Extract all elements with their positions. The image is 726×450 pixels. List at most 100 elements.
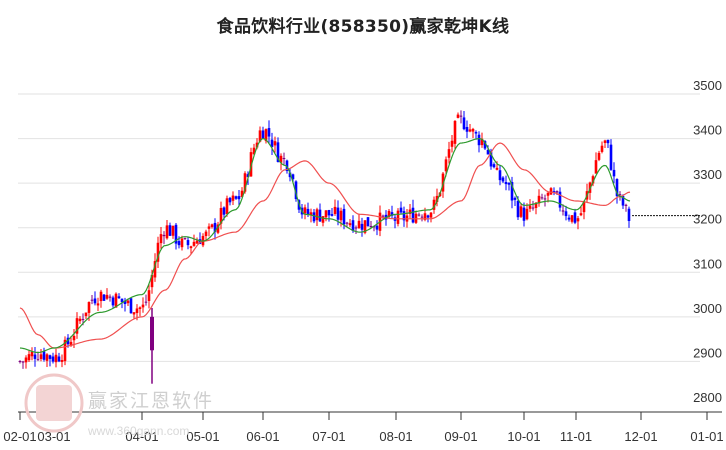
candle-body <box>537 195 541 204</box>
candle-body <box>84 312 88 317</box>
candle-body <box>540 197 544 199</box>
candle-body <box>528 205 532 209</box>
x-tick-label: 01-01 <box>690 429 723 444</box>
candle-body <box>204 231 208 237</box>
y-tick-label: 3200 <box>693 212 722 227</box>
candle-body <box>369 225 373 228</box>
x-tick-label: 09-01 <box>444 429 477 444</box>
candle-body <box>426 215 430 218</box>
candle-body <box>69 341 73 346</box>
y-tick-label: 2800 <box>693 390 722 405</box>
candle-body <box>498 170 502 181</box>
candle-body <box>489 151 493 167</box>
candle-body <box>561 210 565 212</box>
candle-body <box>156 242 160 262</box>
candle-body <box>447 149 451 158</box>
candle-body <box>183 238 187 240</box>
candle-body <box>78 318 82 322</box>
candle-body <box>108 296 112 298</box>
candle-body <box>123 300 127 305</box>
candle-body <box>345 222 349 224</box>
candle-body <box>81 318 85 320</box>
candle-body <box>531 207 535 209</box>
candle-body <box>480 138 484 146</box>
candle-body <box>627 208 631 222</box>
candle-body <box>129 298 133 314</box>
candle-body <box>339 210 343 221</box>
candle-body <box>417 214 421 216</box>
candle-body <box>36 359 40 361</box>
candle-body <box>567 217 571 220</box>
x-tick-label: 10-01 <box>507 429 540 444</box>
candle-body <box>471 128 475 132</box>
y-tick-label: 3100 <box>693 256 722 271</box>
candle-body <box>315 209 319 221</box>
candle-body <box>237 196 241 200</box>
candle-body <box>360 223 364 230</box>
candle-body <box>270 139 274 147</box>
candle-body <box>522 207 526 221</box>
chart-title: 食品饮料行业(858350)赢家乾坤K线 <box>216 17 510 37</box>
candle-body <box>318 209 322 222</box>
candle-body <box>525 208 529 220</box>
candle-body <box>240 190 244 197</box>
candle-body <box>519 206 523 217</box>
candle-body <box>492 164 496 168</box>
candle-body <box>42 351 46 360</box>
candle-body <box>105 294 109 299</box>
candle-body <box>549 188 553 195</box>
candle-body <box>324 210 328 218</box>
candle-body <box>96 303 100 306</box>
candle-body <box>333 206 337 214</box>
candle-body <box>558 191 562 208</box>
candle-body <box>411 207 415 223</box>
candle-body <box>162 234 166 237</box>
candle-body <box>258 130 262 142</box>
candle-body <box>606 139 610 144</box>
candle-body <box>159 234 163 244</box>
candle-body <box>597 152 601 160</box>
candle-body <box>51 356 55 362</box>
candle-body <box>72 335 76 341</box>
y-tick-label: 2900 <box>693 345 722 360</box>
candle-body <box>210 224 214 227</box>
candle-body <box>579 213 583 216</box>
candle-body <box>381 215 385 217</box>
candle-body <box>171 225 175 236</box>
candle-body <box>510 182 514 201</box>
candle-body <box>435 195 439 202</box>
candle-body <box>615 179 619 197</box>
candle-body <box>375 225 379 230</box>
candle-body <box>408 209 412 214</box>
candle-body <box>570 215 574 222</box>
candle-body <box>468 129 472 132</box>
candle-body <box>564 211 568 217</box>
x-tick-label: 05-01 <box>186 429 219 444</box>
candle-body <box>249 152 253 177</box>
candle-body <box>219 207 223 224</box>
candle-body <box>432 199 436 210</box>
candle-body <box>144 301 148 303</box>
candle-body <box>504 182 508 185</box>
candle-body <box>21 361 25 363</box>
candle-body <box>336 207 340 220</box>
candle-body <box>543 198 547 200</box>
x-tick-label: 04-01 <box>125 429 158 444</box>
candle-body <box>420 216 424 218</box>
candle-body <box>507 182 511 185</box>
candle-body <box>234 196 238 199</box>
candle-body <box>321 216 325 223</box>
candle-body <box>150 316 154 351</box>
candle-body <box>309 212 313 216</box>
candle-body <box>48 355 52 359</box>
candle-body <box>594 160 598 174</box>
candle-body <box>618 194 622 196</box>
y-tick-label: 3400 <box>693 123 722 138</box>
candle-body <box>366 217 370 227</box>
candle-body <box>255 142 259 148</box>
candle-body <box>93 298 97 304</box>
candle-body <box>27 354 31 361</box>
candle-body <box>195 240 199 244</box>
candle-body <box>591 176 595 184</box>
x-tick-label: 11-01 <box>560 429 592 444</box>
